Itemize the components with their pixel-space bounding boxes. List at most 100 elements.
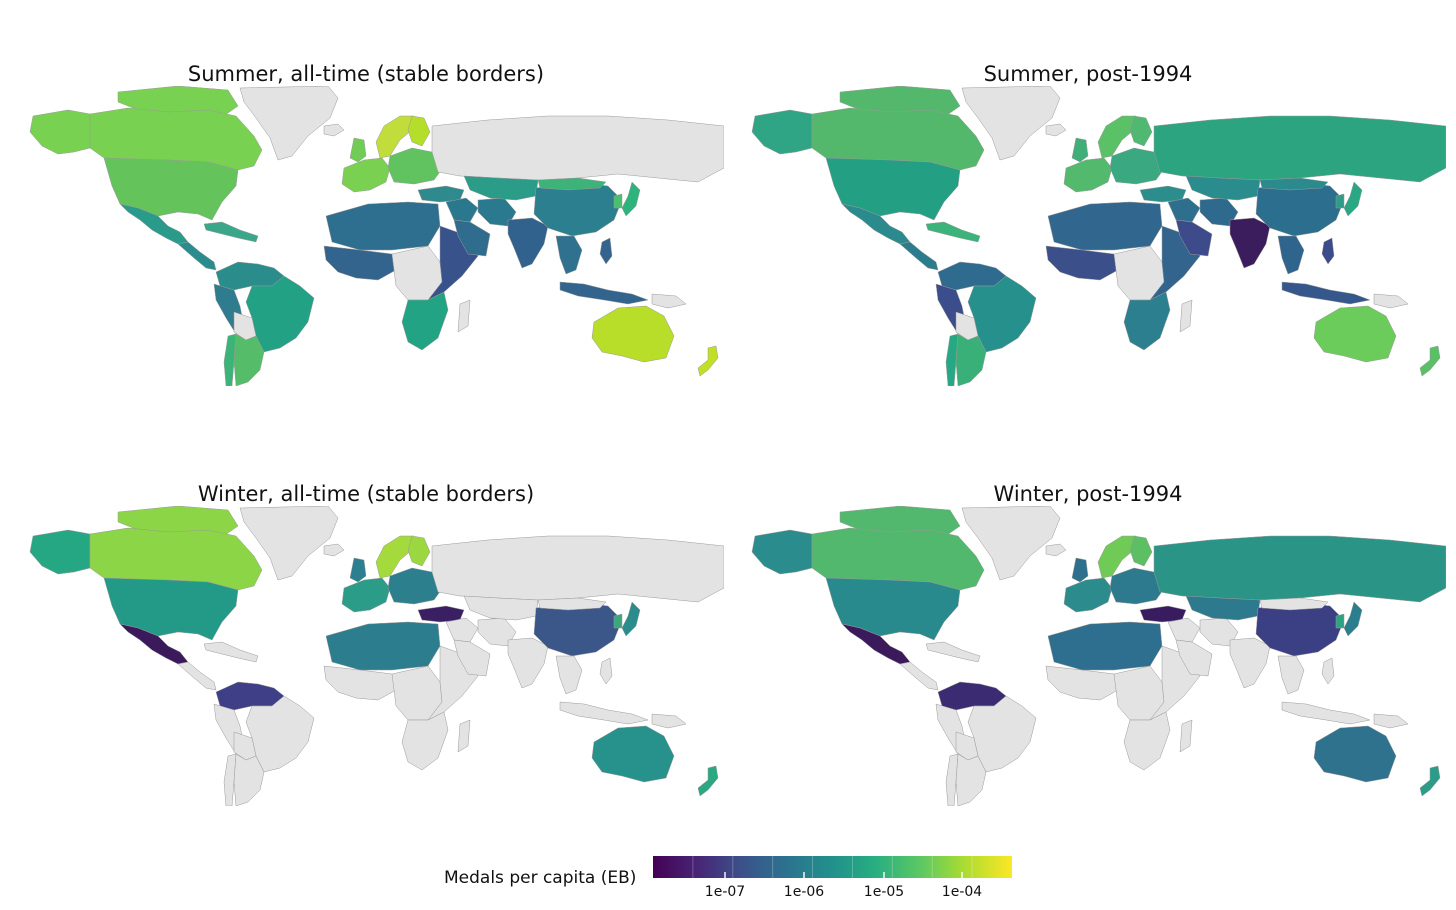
region-russia [431, 115, 724, 183]
region-se-asia [1277, 235, 1305, 275]
world-map [29, 86, 724, 386]
legend-title: Medals per capita (EB) [444, 868, 637, 888]
region-alaska [751, 529, 813, 575]
region-uk [349, 137, 367, 163]
region-west-africa [323, 245, 397, 281]
region-indonesia [1281, 281, 1371, 305]
region-alaska [751, 109, 813, 155]
region-arabia [453, 639, 491, 677]
region-east-europe [1109, 147, 1167, 185]
panel-title: Summer, all-time (stable borders) [187, 62, 545, 86]
region-alaska [29, 109, 91, 155]
region-se-asia [555, 235, 583, 275]
region-png [1373, 293, 1409, 309]
region-png [1373, 713, 1409, 729]
region-png [651, 713, 687, 729]
map-panel-winter-post-1994: Winter, post-1994 [730, 480, 1446, 806]
region-finland [1129, 115, 1153, 147]
region-indonesia [1281, 701, 1371, 725]
colorbar-gradient [653, 856, 1012, 878]
map-panel-summer-all-time: Summer, all-time (stable borders) [8, 60, 724, 386]
region-korea [613, 193, 623, 209]
region-caribbean [925, 221, 981, 243]
region-australia [591, 725, 675, 783]
region-uk [1071, 557, 1089, 583]
region-north-africa [325, 621, 441, 671]
world-map [29, 506, 724, 806]
world-map [751, 86, 1446, 386]
region-west-europe [1063, 577, 1113, 613]
region-new-zealand [1419, 765, 1441, 797]
region-iceland [323, 123, 345, 137]
region-australia [1313, 305, 1397, 363]
region-central-asia [463, 595, 539, 621]
region-iceland [323, 543, 345, 557]
region-east-europe [387, 567, 445, 605]
region-australia [591, 305, 675, 363]
region-middle-east [445, 617, 479, 643]
region-new-zealand [1419, 345, 1441, 377]
region-usa [825, 157, 961, 221]
region-north-africa [1047, 201, 1163, 251]
region-argentina [955, 753, 987, 806]
region-argentina [233, 333, 265, 386]
region-philippines [1321, 657, 1335, 685]
region-russia [431, 535, 724, 603]
region-png [651, 293, 687, 309]
region-east-europe [1109, 567, 1167, 605]
region-west-africa [323, 665, 397, 701]
region-russia [1153, 535, 1446, 603]
region-philippines [599, 657, 613, 685]
region-mongolia [537, 177, 607, 191]
region-korea [613, 613, 623, 629]
region-uk [1071, 137, 1089, 163]
region-caribbean [203, 641, 259, 663]
region-japan [621, 601, 641, 637]
panel-title: Winter, all-time (stable borders) [197, 482, 535, 506]
region-korea [1335, 193, 1345, 209]
map-panel-winter-all-time: Winter, all-time (stable borders) [8, 480, 724, 806]
region-india [507, 217, 549, 269]
region-new-zealand [697, 765, 719, 797]
region-philippines [1321, 237, 1335, 265]
region-indonesia [559, 281, 649, 305]
region-arabia [1175, 639, 1213, 677]
region-finland [1129, 535, 1153, 567]
region-india [1229, 217, 1271, 269]
region-alaska [29, 529, 91, 575]
region-india [1229, 637, 1271, 689]
colorbar-tick-label: 1e-07 [704, 884, 746, 900]
region-west-europe [341, 157, 391, 193]
region-korea [1335, 613, 1345, 629]
region-se-asia [555, 655, 583, 695]
region-central-america [177, 241, 217, 271]
region-central-america [899, 661, 939, 691]
region-central-america [177, 661, 217, 691]
region-japan [621, 181, 641, 217]
region-greenland [239, 506, 339, 581]
region-north-africa [1047, 621, 1163, 671]
region-madagascar [1179, 299, 1193, 333]
region-se-asia [1277, 655, 1305, 695]
region-madagascar [457, 299, 471, 333]
region-mongolia [1259, 177, 1329, 191]
region-usa [103, 157, 239, 221]
colorbar-tick-label: 1e-06 [783, 884, 825, 900]
region-southern-africa [401, 711, 449, 771]
region-west-europe [341, 577, 391, 613]
region-middle-east [1167, 617, 1201, 643]
region-southern-africa [401, 291, 449, 351]
region-japan [1343, 601, 1363, 637]
region-madagascar [457, 719, 471, 753]
region-east-europe [387, 147, 445, 185]
world-map [751, 506, 1446, 806]
region-middle-east [445, 197, 479, 223]
region-central-america [899, 241, 939, 271]
region-greenland [239, 86, 339, 161]
region-iceland [1045, 543, 1067, 557]
region-australia [1313, 725, 1397, 783]
panel-title: Winter, post-1994 [993, 482, 1183, 506]
region-central-asia [1185, 595, 1261, 621]
region-indonesia [559, 701, 649, 725]
region-argentina [955, 333, 987, 386]
